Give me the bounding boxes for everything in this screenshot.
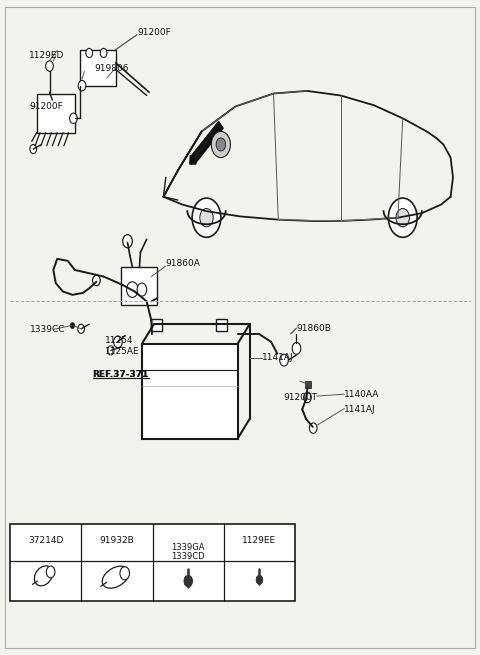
Text: 1141AJ: 1141AJ [344, 405, 376, 415]
Text: 1339CC: 1339CC [30, 325, 66, 334]
Text: 11254: 11254 [105, 336, 133, 345]
Circle shape [137, 283, 147, 296]
Text: 91200F: 91200F [29, 102, 63, 111]
Text: 1140AA: 1140AA [344, 390, 380, 399]
Ellipse shape [35, 566, 53, 586]
Circle shape [211, 132, 230, 158]
Text: 919806: 919806 [94, 64, 129, 73]
Text: 1129EE: 1129EE [242, 536, 276, 545]
Circle shape [127, 282, 138, 297]
Bar [152, 319, 162, 331]
Circle shape [216, 138, 226, 151]
Circle shape [304, 392, 312, 403]
Text: 1339GA: 1339GA [171, 542, 205, 552]
Circle shape [86, 48, 93, 58]
Circle shape [280, 354, 288, 366]
Circle shape [47, 566, 55, 578]
Text: 1141AJ: 1141AJ [262, 353, 293, 362]
Circle shape [200, 208, 213, 227]
Text: 91200F: 91200F [137, 28, 171, 37]
Text: 1339CD: 1339CD [171, 552, 205, 561]
Circle shape [78, 324, 84, 333]
Bar [305, 381, 311, 388]
Bar [80, 50, 116, 86]
Circle shape [388, 198, 417, 237]
Circle shape [71, 323, 74, 328]
Circle shape [78, 81, 86, 91]
Bar [10, 523, 295, 601]
Circle shape [46, 61, 53, 71]
Circle shape [93, 275, 100, 286]
Circle shape [396, 208, 409, 227]
Bar [121, 267, 157, 305]
Circle shape [114, 336, 122, 348]
Text: 1129ED: 1129ED [29, 51, 65, 60]
Circle shape [184, 575, 192, 587]
Circle shape [108, 346, 114, 355]
FancyArrow shape [190, 122, 223, 164]
Circle shape [292, 343, 301, 354]
Text: 91860B: 91860B [297, 324, 331, 333]
Text: 37214D: 37214D [28, 536, 63, 545]
Text: 91860A: 91860A [166, 259, 201, 268]
Circle shape [100, 48, 107, 58]
Bar [142, 344, 238, 439]
Text: REF.37-371: REF.37-371 [93, 370, 149, 379]
Text: 1125AE: 1125AE [105, 346, 140, 356]
Circle shape [310, 423, 317, 434]
Circle shape [256, 575, 263, 584]
Circle shape [192, 198, 221, 237]
Circle shape [120, 567, 130, 580]
Circle shape [123, 234, 132, 248]
Text: 91932B: 91932B [100, 536, 134, 545]
Bar [216, 319, 227, 331]
Circle shape [30, 145, 36, 154]
Ellipse shape [102, 566, 129, 588]
Bar [36, 94, 75, 133]
Text: 91200T: 91200T [283, 393, 317, 402]
Text: REF.37-371: REF.37-371 [93, 370, 149, 379]
Circle shape [70, 113, 77, 124]
